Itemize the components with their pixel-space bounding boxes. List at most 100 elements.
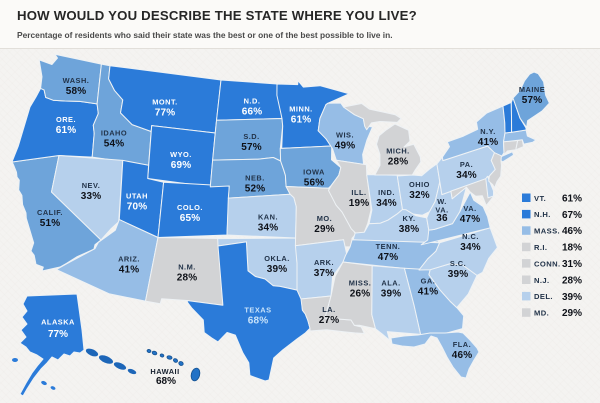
svg-text:31%: 31% <box>562 259 582 270</box>
svg-text:VT.: VT. <box>534 194 546 203</box>
svg-text:29%: 29% <box>314 224 335 235</box>
svg-text:61%: 61% <box>56 125 77 136</box>
svg-text:FLA.: FLA. <box>453 340 471 349</box>
svg-text:NEB.: NEB. <box>245 174 265 183</box>
svg-text:OKLA.: OKLA. <box>264 254 290 263</box>
svg-text:66%: 66% <box>242 107 263 118</box>
svg-text:51%: 51% <box>40 218 61 229</box>
svg-text:39%: 39% <box>562 292 582 303</box>
svg-text:CALIF.: CALIF. <box>37 208 63 217</box>
svg-text:ARK.: ARK. <box>314 258 334 267</box>
svg-text:70%: 70% <box>127 201 148 212</box>
svg-text:38%: 38% <box>399 224 420 235</box>
svg-text:MISS.: MISS. <box>349 279 372 288</box>
svg-text:MICH.: MICH. <box>386 147 409 156</box>
svg-text:18%: 18% <box>562 243 582 254</box>
svg-text:68%: 68% <box>156 376 176 387</box>
svg-text:32%: 32% <box>409 190 430 201</box>
svg-text:41%: 41% <box>119 265 140 276</box>
svg-text:MONT.: MONT. <box>152 98 178 107</box>
svg-text:N.D.: N.D. <box>244 97 261 106</box>
svg-text:28%: 28% <box>388 157 409 168</box>
svg-text:VA.: VA. <box>463 204 476 213</box>
svg-text:61%: 61% <box>291 115 312 126</box>
svg-text:39%: 39% <box>448 269 469 280</box>
svg-text:39%: 39% <box>381 289 402 300</box>
svg-text:N.J.: N.J. <box>534 276 550 285</box>
svg-text:IND.: IND. <box>378 188 395 197</box>
svg-text:R.I.: R.I. <box>534 243 547 252</box>
svg-text:ALA.: ALA. <box>381 279 400 288</box>
svg-text:MASS.: MASS. <box>534 227 560 236</box>
svg-text:39%: 39% <box>267 264 288 275</box>
svg-text:67%: 67% <box>562 210 582 221</box>
svg-text:47%: 47% <box>378 252 399 263</box>
svg-text:DEL.: DEL. <box>534 292 553 301</box>
svg-text:NEV.: NEV. <box>82 181 101 190</box>
svg-text:69%: 69% <box>171 160 192 171</box>
svg-text:34%: 34% <box>376 198 397 209</box>
svg-text:MINN.: MINN. <box>289 105 312 114</box>
svg-text:52%: 52% <box>245 184 266 195</box>
svg-text:S.C.: S.C. <box>450 259 466 268</box>
svg-text:TEXAS: TEXAS <box>244 305 271 314</box>
svg-text:CONN.: CONN. <box>534 259 560 268</box>
svg-text:46%: 46% <box>452 350 473 361</box>
svg-text:57%: 57% <box>241 142 262 153</box>
svg-text:N.Y.: N.Y. <box>480 127 496 136</box>
svg-text:36: 36 <box>436 213 448 224</box>
svg-text:PA.: PA. <box>460 160 473 169</box>
svg-text:19%: 19% <box>349 198 370 209</box>
svg-text:ARIZ.: ARIZ. <box>118 255 140 264</box>
svg-text:ILL.: ILL. <box>351 188 366 197</box>
svg-text:HAWAII: HAWAII <box>150 367 179 376</box>
svg-text:34%: 34% <box>258 223 279 234</box>
svg-text:TENN.: TENN. <box>376 242 401 251</box>
svg-text:ORE.: ORE. <box>56 115 76 124</box>
svg-text:N.H.: N.H. <box>534 210 551 219</box>
svg-text:W.: W. <box>437 197 447 206</box>
svg-text:WIS.: WIS. <box>336 131 354 140</box>
svg-text:OHIO: OHIO <box>409 180 430 189</box>
svg-text:MD.: MD. <box>534 309 549 318</box>
svg-text:34%: 34% <box>460 242 481 253</box>
svg-text:57%: 57% <box>522 95 543 106</box>
svg-text:COLO.: COLO. <box>177 203 203 212</box>
svg-text:VA.: VA. <box>435 206 448 215</box>
svg-text:KAN.: KAN. <box>258 213 278 222</box>
svg-text:28%: 28% <box>562 275 582 286</box>
svg-text:58%: 58% <box>66 86 87 97</box>
svg-text:77%: 77% <box>155 108 176 119</box>
svg-text:77%: 77% <box>48 329 68 340</box>
svg-text:MO.: MO. <box>317 214 332 223</box>
svg-text:LA.: LA. <box>322 305 335 314</box>
svg-text:33%: 33% <box>81 191 102 202</box>
svg-text:28%: 28% <box>177 273 198 284</box>
svg-text:MAINE: MAINE <box>519 85 545 94</box>
svg-text:UTAH: UTAH <box>126 191 148 200</box>
svg-text:S.D.: S.D. <box>243 132 259 141</box>
svg-text:54%: 54% <box>104 139 125 150</box>
svg-text:56%: 56% <box>304 178 325 189</box>
svg-text:34%: 34% <box>456 170 477 181</box>
svg-text:27%: 27% <box>319 315 340 326</box>
svg-text:61%: 61% <box>562 193 582 204</box>
svg-text:KY.: KY. <box>403 214 416 223</box>
svg-text:65%: 65% <box>180 213 201 224</box>
svg-text:N.M.: N.M. <box>178 263 196 272</box>
svg-text:68%: 68% <box>248 315 269 326</box>
svg-text:WASH.: WASH. <box>63 76 90 85</box>
svg-text:ALASKA: ALASKA <box>41 318 75 327</box>
svg-text:IOWA: IOWA <box>303 168 325 177</box>
svg-text:26%: 26% <box>350 289 371 300</box>
svg-text:GA.: GA. <box>421 277 436 286</box>
svg-text:29%: 29% <box>562 308 582 319</box>
svg-text:IDAHO: IDAHO <box>101 129 127 138</box>
svg-text:46%: 46% <box>562 226 582 237</box>
svg-text:49%: 49% <box>335 141 356 152</box>
svg-text:41%: 41% <box>478 137 499 148</box>
svg-text:47%: 47% <box>460 214 481 225</box>
svg-text:41%: 41% <box>418 287 439 298</box>
svg-text:N.C.: N.C. <box>462 232 479 241</box>
svg-text:WYO.: WYO. <box>170 150 192 159</box>
